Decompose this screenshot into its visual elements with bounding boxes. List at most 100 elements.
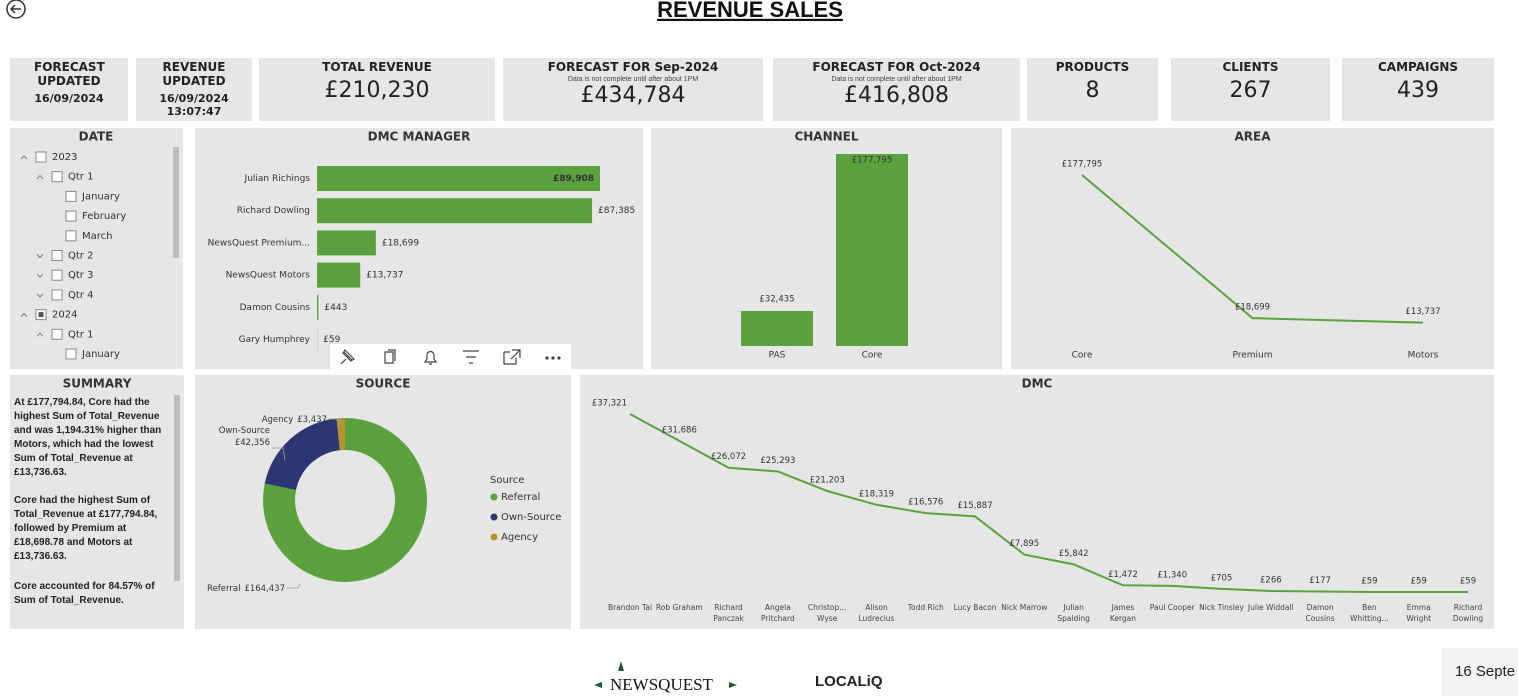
data-label: £59 [1361, 577, 1377, 587]
checkbox[interactable] [51, 171, 63, 183]
kpi-value: £434,784 [580, 83, 686, 108]
x-tick-label: Richard Panczak [713, 603, 744, 623]
expand-toggle[interactable] [20, 155, 28, 160]
panel-title: DATE [79, 130, 114, 144]
x-tick-label: Julie Widdall [1247, 603, 1294, 612]
expand-toggle[interactable] [36, 174, 44, 180]
donut-slice[interactable] [336, 418, 345, 451]
data-label: £89,908 [553, 174, 594, 184]
kpi-card: CAMPAIGNS 439 [1342, 58, 1494, 121]
x-tick-label: Damon Cousins [1305, 603, 1335, 623]
legend-item[interactable]: Agency [501, 532, 538, 543]
kpi-value: £416,808 [844, 83, 949, 108]
checkbox[interactable] [65, 210, 77, 222]
footer: NEWSQUEST Media Group LOCALiQ 16 Septe [594, 648, 1518, 696]
data-label: £177,795 [852, 156, 893, 166]
data-label: £31,686 [662, 425, 697, 435]
slicer-item: March [82, 231, 112, 242]
y-tick-label: NewsQuest Motors [226, 271, 311, 281]
slice-label: Own-Source £42,356 [219, 426, 270, 448]
expand-toggle[interactable] [20, 312, 28, 317]
bar [317, 262, 361, 288]
legend-swatch [490, 513, 498, 521]
data-label: £32,435 [759, 294, 794, 304]
slicer-item: 2024 [52, 310, 77, 321]
copy-icon[interactable] [384, 349, 396, 364]
logo: NEWSQUEST [610, 675, 714, 694]
x-tick-label: Julian Spalding [1057, 603, 1090, 623]
x-tick-label: Core [862, 351, 883, 361]
kpi-label: CLIENTS [1222, 60, 1279, 74]
chart-title: SOURCE [356, 377, 411, 391]
kpi-value: 16/09/2024 13:07:47 [159, 92, 229, 118]
expand-toggle[interactable] [36, 332, 44, 337]
donut-slice[interactable] [263, 418, 427, 582]
data-label: £87,385 [598, 206, 635, 216]
chart-title: AREA [1234, 130, 1271, 144]
donut-slice[interactable] [264, 418, 340, 490]
date-tab[interactable] [1442, 648, 1518, 696]
chart-panel [195, 128, 643, 369]
data-label: £1,340 [1157, 570, 1187, 580]
slice-label: Referral £164,437 [207, 584, 285, 594]
more-icon[interactable] [545, 356, 549, 360]
focus-icon[interactable] [503, 349, 521, 365]
data-label: £18,319 [859, 489, 894, 499]
data-label: £26,072 [711, 452, 746, 462]
alert-icon[interactable] [423, 350, 438, 365]
checkbox-partial [38, 312, 44, 318]
checkbox[interactable] [65, 230, 77, 242]
data-label: £443 [324, 303, 347, 313]
more-icon[interactable] [557, 356, 561, 360]
summary-paragraph: Core accounted for 84.57% of Sum of Tota… [14, 581, 155, 606]
scrollbar[interactable] [173, 147, 179, 258]
legend-swatch [490, 493, 498, 501]
toolbar-bg [330, 344, 571, 373]
kpi-value: 439 [1397, 78, 1439, 103]
kpi-card: PRODUCTS 8 [1027, 58, 1158, 121]
expand-toggle[interactable] [36, 254, 44, 259]
legend-item[interactable]: Own-Source [501, 512, 561, 523]
scrollbar[interactable] [174, 395, 180, 581]
slice-category: Referral [207, 584, 240, 594]
x-tick-label: Ben Whitting... [1349, 603, 1389, 623]
bar [317, 294, 319, 320]
charts: DMC MANAGER Julian Richings £89,908 Richard… [195, 128, 1494, 629]
leader-line [329, 418, 343, 427]
data-label: £37,321 [592, 399, 627, 409]
back-button[interactable] [6, 0, 26, 19]
legend-item[interactable]: Referral [501, 492, 540, 503]
slice-category: Agency [262, 415, 294, 425]
kpi-label: CAMPAIGNS [1377, 60, 1458, 74]
more-icon[interactable] [551, 356, 555, 360]
summary-paragraph: Core had the highest Sum of Total_Revenu… [14, 495, 158, 562]
pin-icon[interactable] [340, 349, 355, 365]
filter-icon[interactable] [463, 350, 479, 364]
x-tick-label: Paul Cooper [1149, 603, 1195, 612]
chart-title: CHANNEL [794, 130, 858, 144]
page-title: REVENUE SALES [657, 0, 843, 22]
expand-toggle[interactable] [36, 273, 44, 278]
data-label: £25,293 [760, 456, 795, 466]
checkbox[interactable] [51, 289, 63, 301]
kpi-label: PRODUCTS [1055, 60, 1130, 74]
data-label: £7,895 [1009, 539, 1039, 549]
checkbox[interactable] [65, 190, 77, 202]
kpi-value: 8 [1085, 78, 1100, 103]
chart-title: DMC MANAGER [368, 130, 471, 144]
checkbox[interactable] [51, 269, 63, 281]
checkbox[interactable] [65, 348, 77, 360]
checkbox[interactable] [51, 250, 63, 261]
checkbox[interactable] [35, 151, 47, 163]
x-tick-label: Nick Marrow [1001, 603, 1048, 612]
slicer-item: January [81, 191, 120, 202]
chart-panel [580, 375, 1494, 629]
data-label: £1,472 [1108, 570, 1138, 580]
bar-group: Julian Richings £89,908 Richard Dowling £87… [208, 166, 635, 352]
expand-toggle[interactable] [36, 293, 44, 298]
checkbox[interactable] [51, 328, 63, 340]
line [1081, 174, 1424, 324]
slicer-item: Qtr 1 [68, 172, 93, 183]
data-label: £59 [323, 335, 340, 345]
chart-panel [651, 128, 1002, 369]
